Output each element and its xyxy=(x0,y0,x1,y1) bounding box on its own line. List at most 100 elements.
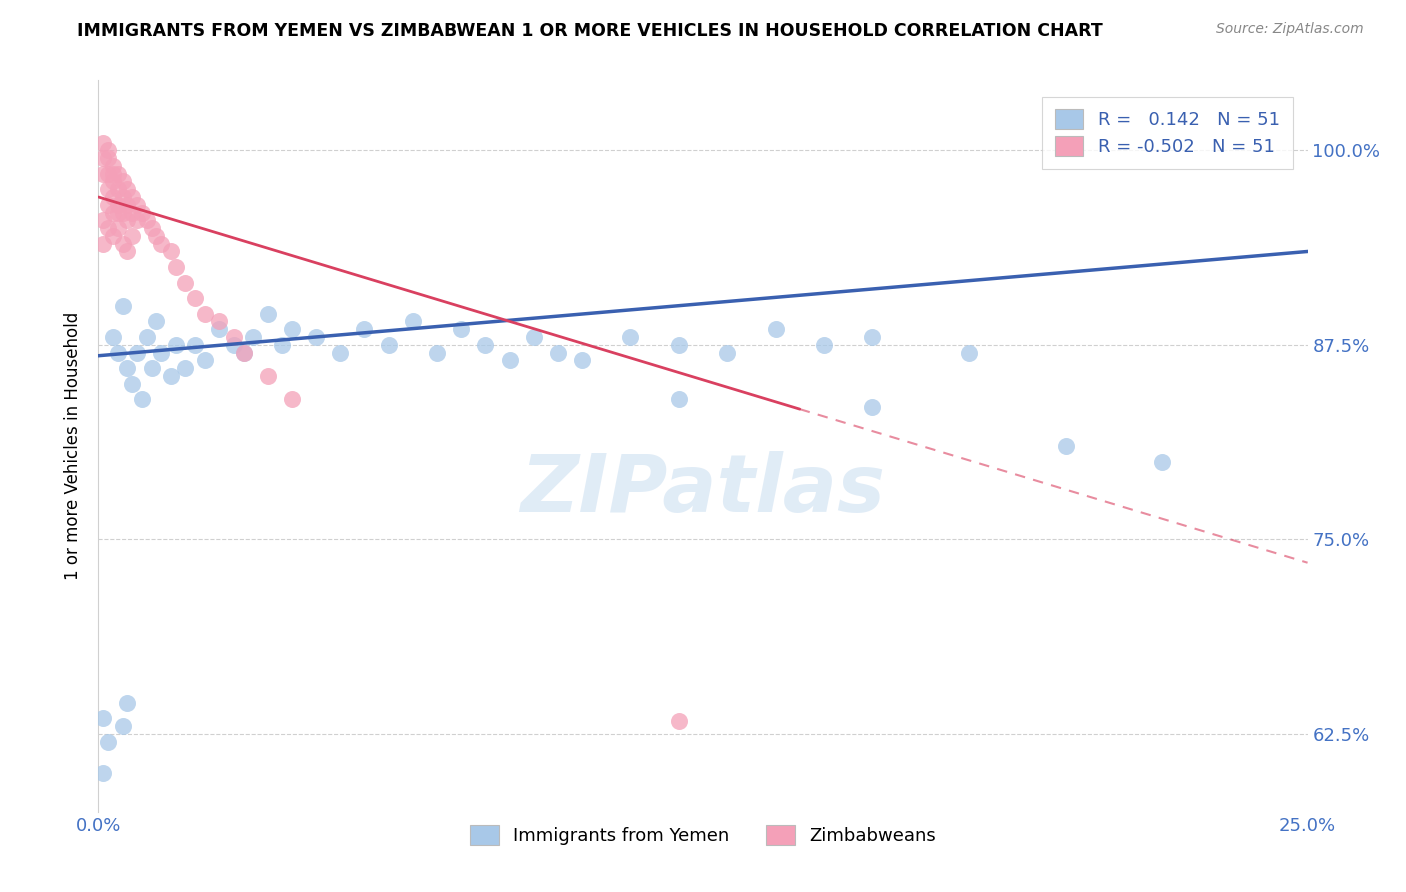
Point xyxy=(107,167,129,181)
Legend: Immigrants from Yemen, Zimbabweans: Immigrants from Yemen, Zimbabweans xyxy=(457,813,949,857)
Point xyxy=(619,330,641,344)
Point xyxy=(101,228,124,243)
Point xyxy=(571,353,593,368)
Point xyxy=(402,314,425,328)
Point xyxy=(194,307,217,321)
Point xyxy=(141,361,163,376)
Point xyxy=(150,236,173,251)
Point xyxy=(127,345,149,359)
Point xyxy=(141,221,163,235)
Point xyxy=(165,260,187,274)
Point xyxy=(305,330,328,344)
Point xyxy=(117,361,139,376)
Point xyxy=(232,345,254,359)
Point xyxy=(208,322,231,336)
Point xyxy=(97,144,120,158)
Point xyxy=(101,159,124,173)
Point xyxy=(222,330,245,344)
Point xyxy=(256,307,278,321)
Point xyxy=(97,151,120,165)
Point xyxy=(135,330,157,344)
Point xyxy=(121,228,143,243)
Point xyxy=(184,338,207,352)
Point xyxy=(426,345,449,359)
Point xyxy=(101,167,124,181)
Point xyxy=(121,376,143,391)
Point xyxy=(165,338,187,352)
Point xyxy=(668,392,690,407)
Point xyxy=(281,322,304,336)
Point xyxy=(97,167,120,181)
Point xyxy=(91,213,114,227)
Point xyxy=(813,338,835,352)
Point xyxy=(101,330,124,344)
Point xyxy=(668,338,690,352)
Point xyxy=(111,190,134,204)
Point xyxy=(111,174,134,188)
Point xyxy=(135,213,157,227)
Text: ZIPatlas: ZIPatlas xyxy=(520,450,886,529)
Point xyxy=(117,696,139,710)
Point xyxy=(91,765,114,780)
Point xyxy=(160,368,183,383)
Y-axis label: 1 or more Vehicles in Household: 1 or more Vehicles in Household xyxy=(65,312,83,580)
Point xyxy=(101,205,124,219)
Text: Source: ZipAtlas.com: Source: ZipAtlas.com xyxy=(1216,22,1364,37)
Point xyxy=(194,353,217,368)
Point xyxy=(256,368,278,383)
Point xyxy=(101,190,124,204)
Point xyxy=(91,711,114,725)
Point xyxy=(450,322,472,336)
Point xyxy=(111,205,134,219)
Point xyxy=(111,236,134,251)
Point xyxy=(547,345,569,359)
Point xyxy=(242,330,264,344)
Point xyxy=(860,400,883,414)
Point xyxy=(716,345,738,359)
Point xyxy=(145,314,167,328)
Point xyxy=(117,213,139,227)
Point xyxy=(668,714,690,729)
Point xyxy=(860,330,883,344)
Point xyxy=(145,228,167,243)
Point xyxy=(97,734,120,748)
Point xyxy=(474,338,496,352)
Point xyxy=(91,236,114,251)
Point xyxy=(107,205,129,219)
Point xyxy=(232,345,254,359)
Point xyxy=(160,244,183,259)
Point xyxy=(107,198,129,212)
Point xyxy=(957,345,980,359)
Point xyxy=(117,198,139,212)
Point xyxy=(127,213,149,227)
Point xyxy=(184,291,207,305)
Point xyxy=(523,330,546,344)
Point xyxy=(131,205,153,219)
Point xyxy=(91,167,114,181)
Point xyxy=(97,198,120,212)
Point xyxy=(222,338,245,352)
Point xyxy=(91,136,114,150)
Point xyxy=(271,338,294,352)
Point xyxy=(281,392,304,407)
Point xyxy=(498,353,520,368)
Point xyxy=(101,174,124,188)
Point xyxy=(208,314,231,328)
Point xyxy=(111,299,134,313)
Point xyxy=(107,345,129,359)
Point xyxy=(97,221,120,235)
Point xyxy=(107,221,129,235)
Point xyxy=(1152,454,1174,468)
Point xyxy=(97,182,120,196)
Point xyxy=(121,190,143,204)
Point xyxy=(107,182,129,196)
Point xyxy=(127,198,149,212)
Point xyxy=(174,361,197,376)
Point xyxy=(117,182,139,196)
Point xyxy=(174,276,197,290)
Point xyxy=(117,244,139,259)
Point xyxy=(765,322,787,336)
Point xyxy=(121,205,143,219)
Point xyxy=(329,345,352,359)
Point xyxy=(150,345,173,359)
